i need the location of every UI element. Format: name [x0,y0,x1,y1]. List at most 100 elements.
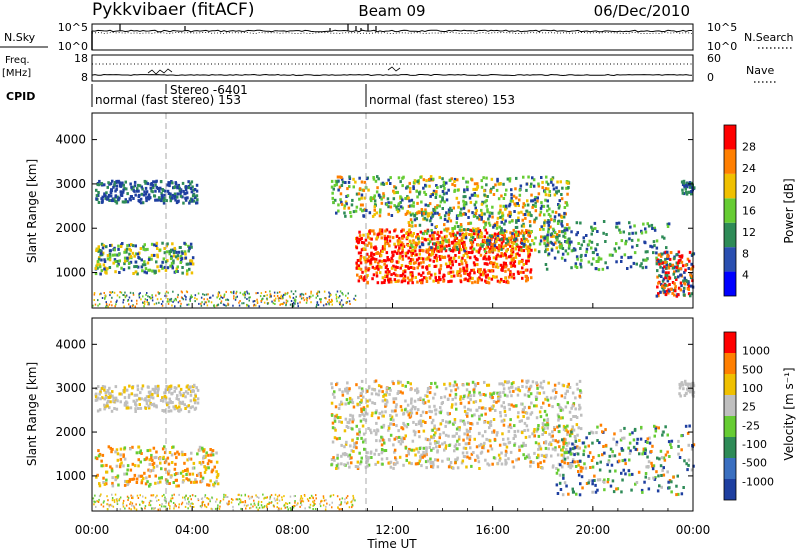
radar-cell [578,394,581,398]
radar-cell [226,298,229,301]
radar-cell [595,260,598,263]
radar-cell [247,304,249,307]
radar-cell [333,390,336,394]
radar-cell [594,227,597,231]
radar-cell [479,399,482,403]
radar-cell [413,218,417,222]
radar-cell [352,498,355,501]
radar-cell [116,195,119,199]
power-colorbar-swatch [724,198,736,223]
radar-cell [689,284,693,288]
radar-cell [352,499,354,502]
radar-cell [485,176,488,180]
radar-cell [472,388,475,392]
radar-cell [106,304,108,307]
radar-cell [405,231,408,235]
radar-cell [519,270,523,274]
radar-cell [378,259,381,263]
radar-cell [338,301,341,304]
radar-cell [133,393,137,397]
radar-cell [203,503,206,506]
radar-cell [512,228,515,232]
radar-cell [195,189,199,193]
radar-cell [118,196,121,200]
radar-cell [483,268,486,272]
radar-cell [361,209,364,213]
radar-cell [438,175,441,179]
radar-cell [286,502,289,505]
radar-cell [462,195,465,199]
radar-cell [556,236,559,240]
radar-cell [126,483,129,487]
radar-cell [431,233,434,237]
radar-cell [339,498,341,501]
radar-cell [133,254,136,258]
radar-cell [689,294,692,298]
radar-cell [263,301,266,304]
radar-cell [510,403,513,407]
radar-cell [380,201,384,205]
radar-cell [492,400,496,403]
radar-cell [95,197,98,201]
radar-cell [401,243,405,246]
radar-cell [133,464,137,468]
radar-cell [243,294,245,297]
radar-cell [657,281,660,285]
radar-cell [261,506,264,509]
radar-cell [312,504,314,507]
radar-cell [289,495,292,498]
radar-cell [397,379,400,383]
radar-cell [387,428,390,432]
radar-cell [458,262,461,266]
radar-cell [399,274,402,278]
radar-cell [100,459,103,463]
radar-cell [513,238,516,242]
radar-cell [307,499,310,502]
radar-cell [417,408,420,412]
radar-cell [655,260,659,264]
radar-cell [553,426,556,429]
radar-cell [129,255,133,258]
radar-cell [376,251,379,255]
radar-cell [501,419,505,423]
radar-cell [152,402,156,406]
radar-cell [432,463,435,467]
radar-cell [485,199,488,203]
radar-cell [575,416,579,419]
radar-cell [153,243,156,247]
radar-cell [113,184,116,188]
radar-cell [465,413,468,416]
radar-cell [126,479,130,483]
radar-cell [358,230,361,234]
radar-cell [463,190,466,194]
radar-cell [294,290,297,293]
radar-cell [511,460,514,464]
radar-cell [663,290,666,294]
radar-cell [105,463,108,467]
radar-cell [458,228,462,232]
radar-cell [140,397,143,401]
radar-cell [106,503,108,506]
radar-cell [439,406,442,410]
radar-cell [492,185,495,189]
radar-cell [210,450,214,454]
radar-cell [508,390,512,394]
radar-cell [191,389,194,393]
radar-cell [502,387,506,391]
radar-cell [643,240,646,244]
radar-cell [391,236,395,240]
radar-cell [440,230,443,234]
figure-title: Pykkvibaer (fitACF) [92,0,254,20]
radar-cell [392,189,395,193]
radar-cell [154,387,158,391]
radar-cell [390,266,394,270]
radar-cell [203,293,206,296]
radar-cell [348,457,352,460]
radar-cell [299,505,301,508]
radar-cell [452,384,455,388]
radar-cell [137,256,140,259]
radar-cell [436,211,439,215]
cpid-segment-2: normal (fast stereo) 153 [369,93,515,107]
radar-cell [188,199,192,203]
radar-cell [202,293,204,296]
